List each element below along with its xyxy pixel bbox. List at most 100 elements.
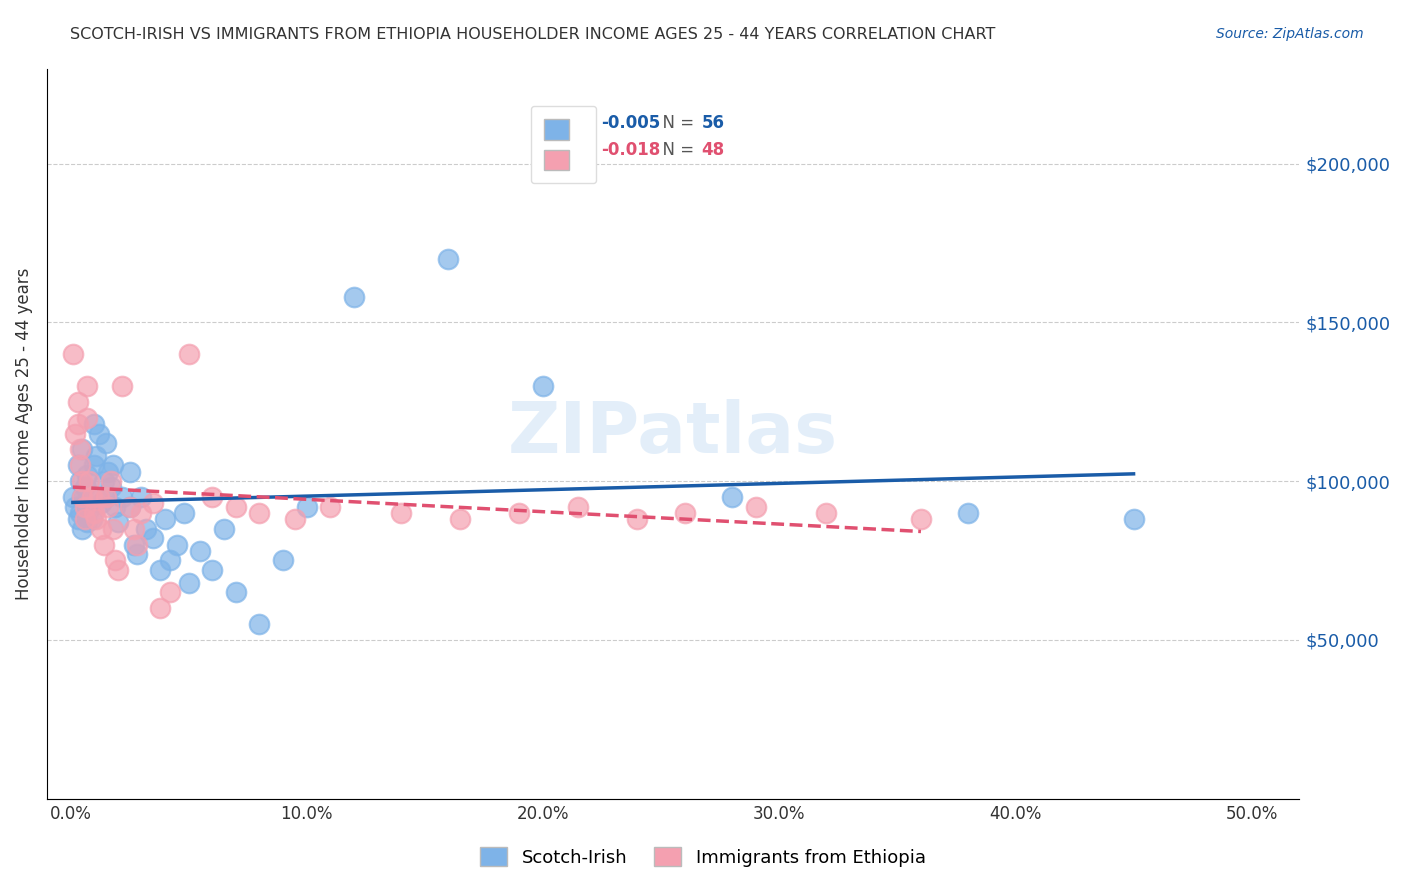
Text: -0.018: -0.018: [602, 141, 661, 160]
Point: [100, 481, 122, 495]
Point: [815, 506, 838, 520]
Point: [86, 449, 108, 463]
Point: [104, 500, 127, 514]
Point: [166, 538, 188, 552]
Point: [149, 601, 172, 615]
Point: [101, 458, 124, 473]
Point: [87, 490, 110, 504]
Legend: , : ,: [531, 106, 596, 184]
Point: [225, 585, 247, 599]
Point: [94, 490, 117, 504]
Point: [79, 502, 101, 516]
Point: [159, 585, 181, 599]
Point: [72, 522, 94, 536]
Point: [721, 490, 744, 504]
Point: [201, 490, 224, 504]
Legend: Scotch-Irish, Immigrants from Ethiopia: Scotch-Irish, Immigrants from Ethiopia: [472, 840, 934, 874]
Point: [94, 436, 117, 450]
Text: 48: 48: [702, 141, 725, 160]
Point: [284, 512, 307, 526]
Point: [73, 500, 96, 514]
Point: [343, 290, 366, 304]
Point: [111, 379, 134, 393]
Point: [93, 474, 115, 488]
Point: [97, 465, 120, 479]
Point: [125, 538, 148, 552]
Point: [271, 553, 294, 567]
Point: [449, 512, 471, 526]
Point: [173, 506, 195, 520]
Point: [90, 496, 112, 510]
Point: [131, 490, 153, 504]
Point: [389, 506, 412, 520]
Point: [69, 458, 91, 473]
Point: [72, 474, 94, 488]
Point: [673, 506, 696, 520]
Point: [73, 481, 96, 495]
Point: [125, 547, 148, 561]
Point: [124, 538, 146, 552]
Point: [97, 500, 120, 514]
Point: [118, 465, 141, 479]
Point: [76, 379, 98, 393]
Point: [72, 442, 94, 457]
Point: [177, 347, 200, 361]
Point: [118, 500, 141, 514]
Point: [153, 512, 176, 526]
Point: [62, 490, 84, 504]
Point: [76, 410, 98, 425]
Point: [76, 467, 98, 482]
Point: [249, 617, 271, 632]
Point: [79, 487, 101, 501]
Point: [111, 490, 134, 504]
Point: [80, 512, 103, 526]
Point: [90, 522, 112, 536]
Point: [142, 496, 165, 510]
Point: [65, 500, 87, 514]
Point: [86, 512, 108, 526]
Point: [83, 506, 105, 520]
Point: [212, 522, 235, 536]
Point: [131, 506, 153, 520]
Point: [66, 512, 89, 526]
Point: [177, 575, 200, 590]
Point: [69, 442, 91, 457]
Text: SCOTCH-IRISH VS IMMIGRANTS FROM ETHIOPIA HOUSEHOLDER INCOME AGES 25 - 44 YEARS C: SCOTCH-IRISH VS IMMIGRANTS FROM ETHIOPIA…: [70, 27, 995, 42]
Text: -0.005: -0.005: [602, 114, 661, 132]
Point: [249, 506, 271, 520]
Point: [135, 522, 157, 536]
Point: [66, 417, 89, 431]
Point: [79, 474, 101, 488]
Text: 56: 56: [702, 114, 724, 132]
Text: Source: ZipAtlas.com: Source: ZipAtlas.com: [1216, 27, 1364, 41]
Point: [66, 458, 89, 473]
Point: [76, 516, 98, 530]
Point: [104, 553, 127, 567]
Text: N =: N =: [651, 114, 699, 132]
Point: [626, 512, 648, 526]
Point: [107, 516, 129, 530]
Point: [66, 394, 89, 409]
Point: [83, 417, 105, 431]
Point: [107, 563, 129, 577]
Point: [118, 500, 141, 514]
Point: [567, 500, 589, 514]
Point: [80, 490, 103, 504]
Y-axis label: Householder Income Ages 25 - 44 years: Householder Income Ages 25 - 44 years: [15, 268, 32, 599]
Point: [94, 490, 117, 504]
Point: [69, 474, 91, 488]
Text: ZIPatlas: ZIPatlas: [508, 399, 838, 468]
Point: [508, 506, 530, 520]
Point: [1122, 512, 1144, 526]
Point: [124, 522, 146, 536]
Point: [72, 490, 94, 504]
Point: [437, 252, 460, 266]
Point: [101, 522, 124, 536]
Point: [295, 500, 318, 514]
Point: [87, 426, 110, 441]
Point: [957, 506, 980, 520]
Text: R =: R =: [554, 114, 591, 132]
Point: [65, 426, 87, 441]
Point: [73, 496, 96, 510]
Text: N =: N =: [651, 141, 699, 160]
